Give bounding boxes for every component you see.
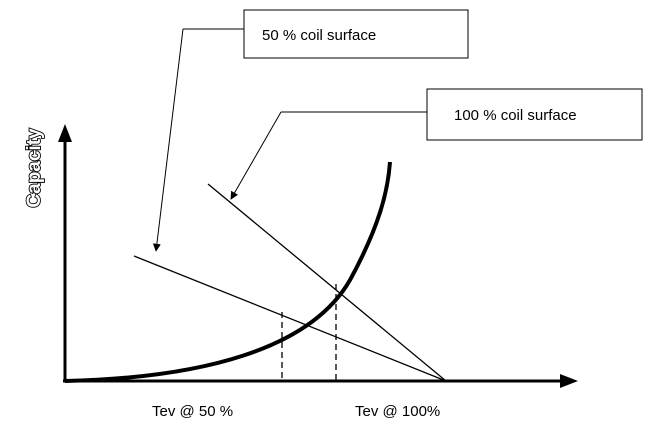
callout-label-100: 100 % coil surface	[454, 107, 577, 124]
leader-100-arrow	[230, 111, 282, 200]
x-axis-arrowhead	[560, 374, 578, 388]
x-label-tev-50: Tev @ 50 %	[152, 403, 233, 420]
callout-label-50: 50 % coil surface	[262, 27, 376, 44]
callout-box-100	[426, 88, 643, 141]
coil-50-line	[133, 255, 447, 382]
leader-50-arrow	[152, 28, 184, 252]
coil-100-line	[207, 183, 447, 382]
y-axis-title: Capacity	[24, 128, 45, 208]
x-label-tev-100: Tev @ 100%	[355, 403, 440, 420]
capacity-curve	[64, 161, 392, 383]
y-axis-arrowhead	[58, 124, 72, 142]
callout-box-50	[243, 9, 469, 59]
